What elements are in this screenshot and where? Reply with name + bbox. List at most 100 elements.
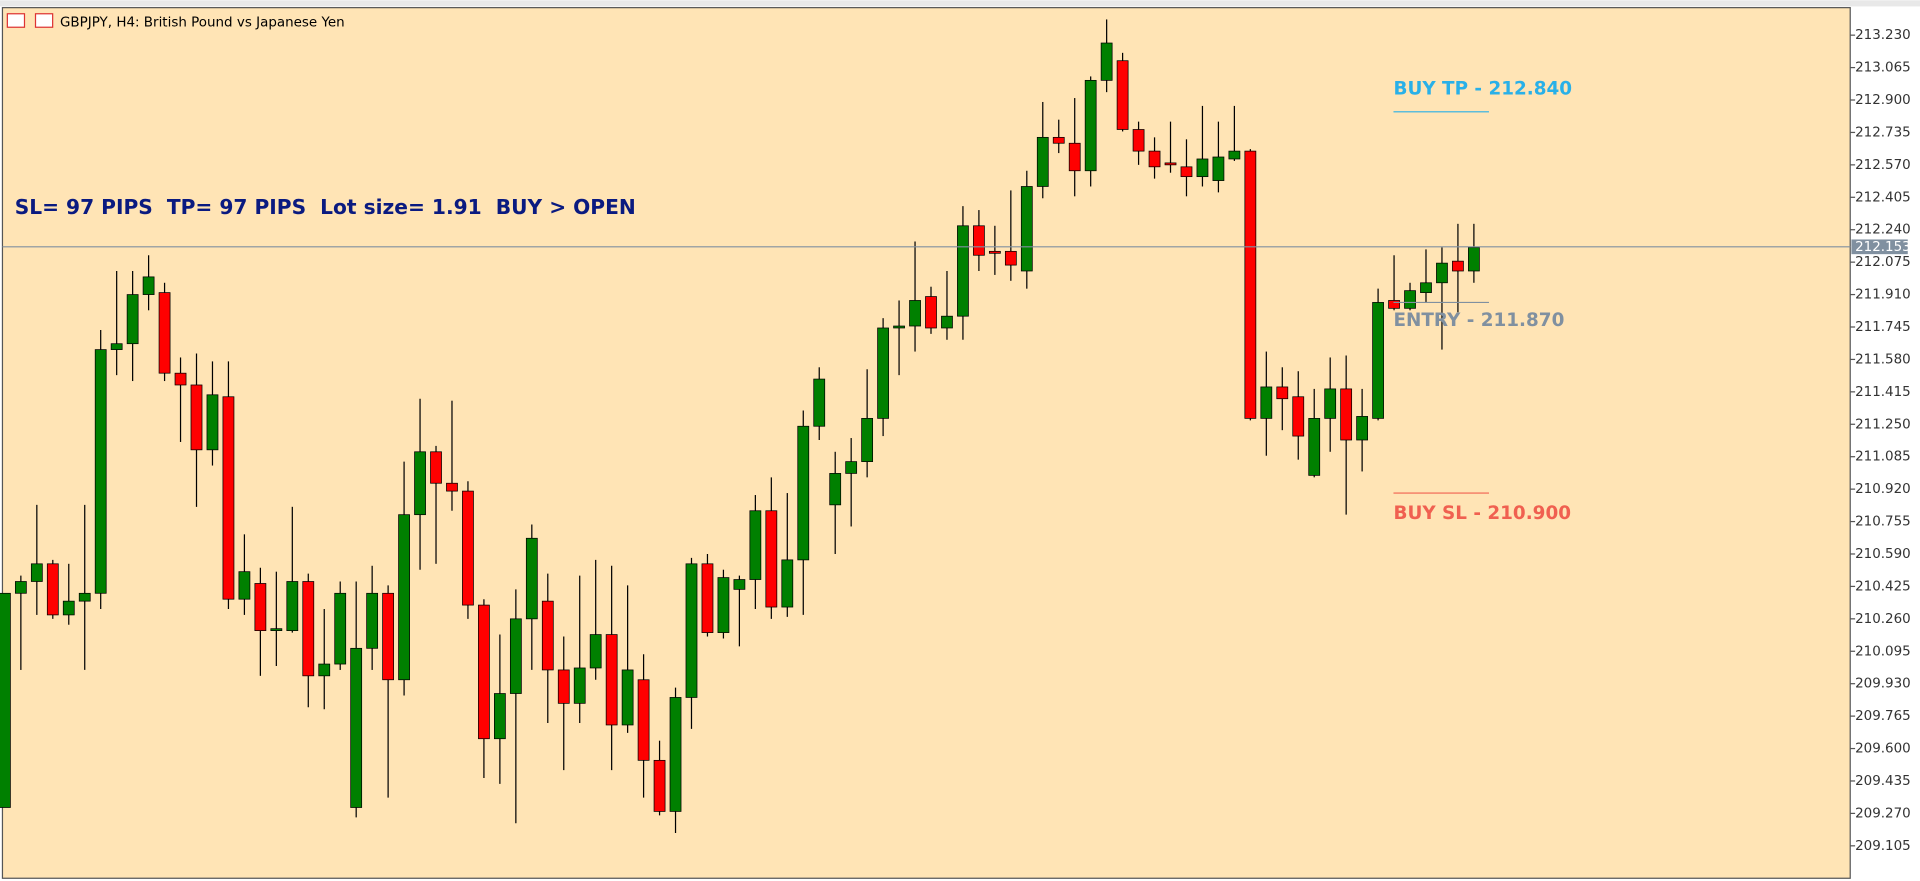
candle-body [78, 592, 91, 602]
price-tag-bg [1851, 239, 1908, 255]
candle-body [1404, 290, 1416, 309]
candle-body [1260, 386, 1273, 419]
candle-body [174, 372, 187, 386]
candle-body [877, 327, 889, 419]
candle-body [478, 604, 490, 740]
icon [34, 13, 54, 28]
candle-body [110, 343, 123, 350]
candle-body [126, 294, 139, 345]
candle-body [1052, 136, 1065, 144]
candle-body [1164, 162, 1177, 166]
candle-body [813, 378, 826, 427]
candle-body [1244, 150, 1257, 419]
candle-body [430, 451, 442, 484]
candle-body [925, 296, 937, 329]
candle-body [973, 225, 985, 256]
candle-body [685, 563, 698, 698]
candle-body [1388, 300, 1400, 309]
candle-body [254, 583, 267, 631]
y-tick-label: 212.405 [1855, 190, 1911, 205]
candle-body [1100, 42, 1113, 81]
level-label: BUY TP - 212.840 [1393, 79, 1572, 100]
y-tick-label: 211.910 [1855, 288, 1911, 303]
candle-body [414, 451, 426, 516]
candle-body [1308, 418, 1321, 476]
candle-body [573, 667, 586, 704]
candle-body [1036, 136, 1049, 187]
y-tick-label: 209.765 [1855, 709, 1911, 724]
candle-body [1020, 186, 1033, 272]
candle-body [717, 577, 730, 633]
candle-body [1084, 79, 1097, 172]
y-tick-label: 211.415 [1855, 385, 1911, 400]
price-tag: 212.153 [1855, 240, 1911, 255]
candle-body [1196, 158, 1209, 178]
candle-body [957, 225, 969, 317]
candle-body [286, 581, 299, 631]
candle-body [446, 482, 458, 492]
candle-body [1436, 262, 1448, 284]
candle-body [1420, 282, 1432, 293]
candle-body [557, 669, 570, 704]
candle-body [605, 634, 618, 726]
candle-body [462, 490, 474, 606]
candle-body [238, 571, 251, 600]
candle-body [525, 537, 538, 620]
candle-body [749, 510, 762, 580]
candle-body [1004, 250, 1017, 266]
candle-body [0, 592, 11, 808]
candle-body [1276, 386, 1289, 400]
overlay: BUY TP - 212.840 ENTRY - 211.870 BUY SL - … [2, 79, 1911, 524]
y-tick-label: 212.570 [1855, 158, 1911, 173]
candle-body [621, 669, 634, 726]
candle-body [46, 563, 59, 616]
candle-body [861, 418, 874, 462]
candle-body [509, 618, 522, 694]
toolbar-strip [0, 0, 1920, 7]
candle-body [494, 693, 506, 740]
candle-body [1116, 60, 1129, 130]
candle-body [765, 510, 778, 608]
candle-body [62, 600, 75, 616]
y-tick-label: 212.075 [1855, 255, 1911, 270]
plot-area [1, 7, 1851, 879]
level-label: ENTRY - 211.870 [1393, 310, 1564, 331]
y-tick-label: 210.095 [1855, 644, 1911, 659]
candle-body [1180, 166, 1193, 178]
candle-body [733, 579, 746, 590]
candle-body [366, 592, 379, 649]
y-tick-label: 210.260 [1855, 612, 1911, 627]
axis-group: 213.230 213.065 212.900 212.735 212.570 212.4… [1850, 28, 1911, 854]
candle-body [158, 292, 171, 374]
annotation: SL= 97 PIPS TP= 97 PIPS Lot size= 1.91 B… [15, 195, 636, 219]
candle-body [701, 563, 714, 633]
candle-body [30, 563, 43, 582]
candle-body [1340, 388, 1353, 441]
candle-body [1148, 150, 1161, 168]
candle-body [222, 396, 235, 600]
candle-body [1372, 302, 1384, 419]
candle-body [893, 325, 905, 329]
candle-body [1068, 142, 1081, 172]
y-tick-label: 210.755 [1855, 515, 1911, 530]
candle-body [1452, 260, 1464, 272]
candle-body [398, 514, 410, 681]
candle-body [589, 634, 602, 669]
y-tick-label: 209.600 [1855, 742, 1911, 757]
candle-body [206, 394, 219, 451]
y-tick-label: 213.230 [1855, 28, 1911, 43]
candle-body [302, 581, 315, 677]
candle-body [190, 384, 203, 451]
candle-body [1324, 388, 1337, 419]
chart-title: GBPJPY, H4: British Pound vs Japanese Ye… [60, 15, 345, 30]
y-tick-label: 209.105 [1855, 839, 1911, 854]
candle-body [350, 647, 363, 808]
candle-body [797, 425, 810, 561]
candle-body [781, 559, 794, 608]
candle-body [270, 628, 283, 631]
candle-body [1292, 396, 1305, 437]
y-tick-label: 212.900 [1855, 93, 1911, 108]
candle-body [909, 300, 921, 327]
